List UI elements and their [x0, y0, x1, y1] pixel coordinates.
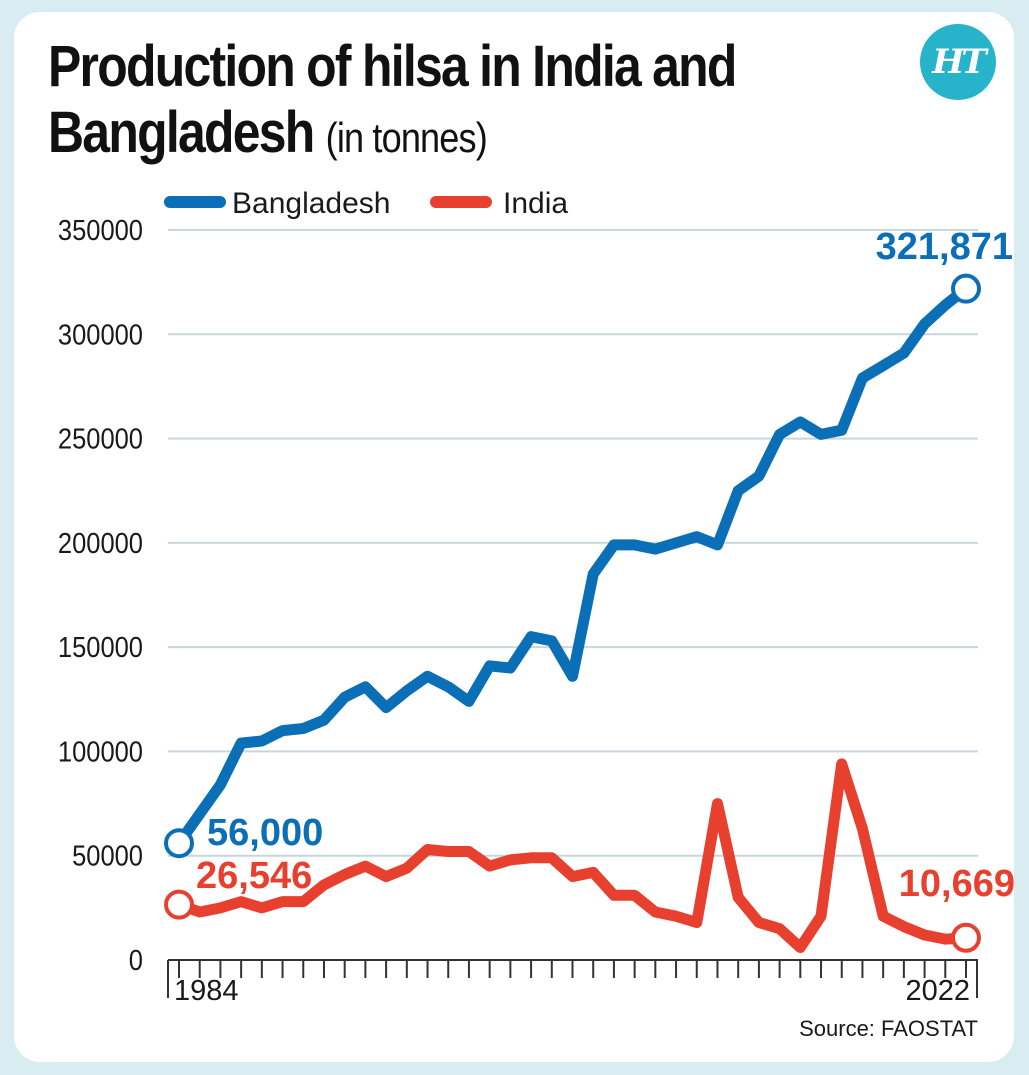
y-tick-label: 300000	[58, 318, 143, 351]
series-line-india	[173, 758, 972, 953]
chart-title-text: Production of hilsa in India and Banglad…	[48, 34, 737, 165]
ht-logo: HT	[920, 24, 996, 100]
data-label-bangladesh-2022: 321,871	[876, 226, 1013, 268]
x-tick-label: 1984	[174, 975, 239, 1007]
y-tick-label: 200000	[58, 526, 143, 559]
data-label-bangladesh-1984: 56,000	[207, 812, 323, 854]
chart-title-unit: (in tonnes)	[325, 114, 488, 161]
data-label-india-2022: 10,669	[899, 863, 1015, 905]
y-tick-label: 250000	[58, 422, 143, 455]
x-tick-label: 2022	[905, 975, 970, 1007]
data-label-india-1984: 26,546	[196, 855, 312, 897]
endpoint-marker-india	[164, 889, 194, 920]
endpoint-marker-bangladesh	[164, 828, 194, 859]
chart-card	[14, 12, 1014, 1062]
endpoint-marker-india	[951, 922, 981, 953]
chart-title: Production of hilsa in India and Banglad…	[48, 34, 788, 171]
legend-label-bangladesh: Bangladesh	[232, 187, 390, 220]
series-line-bangladesh	[173, 283, 972, 849]
y-tick-label: 100000	[58, 735, 143, 768]
y-tick-label: 150000	[58, 631, 143, 664]
endpoint-marker-bangladesh	[951, 273, 981, 304]
source-note: Source: FAOSTAT	[799, 1016, 978, 1041]
y-tick-label: 50000	[72, 839, 143, 872]
y-tick-label: 0	[129, 943, 143, 976]
y-tick-label: 350000	[58, 213, 143, 246]
legend-label-india: India	[503, 187, 568, 220]
